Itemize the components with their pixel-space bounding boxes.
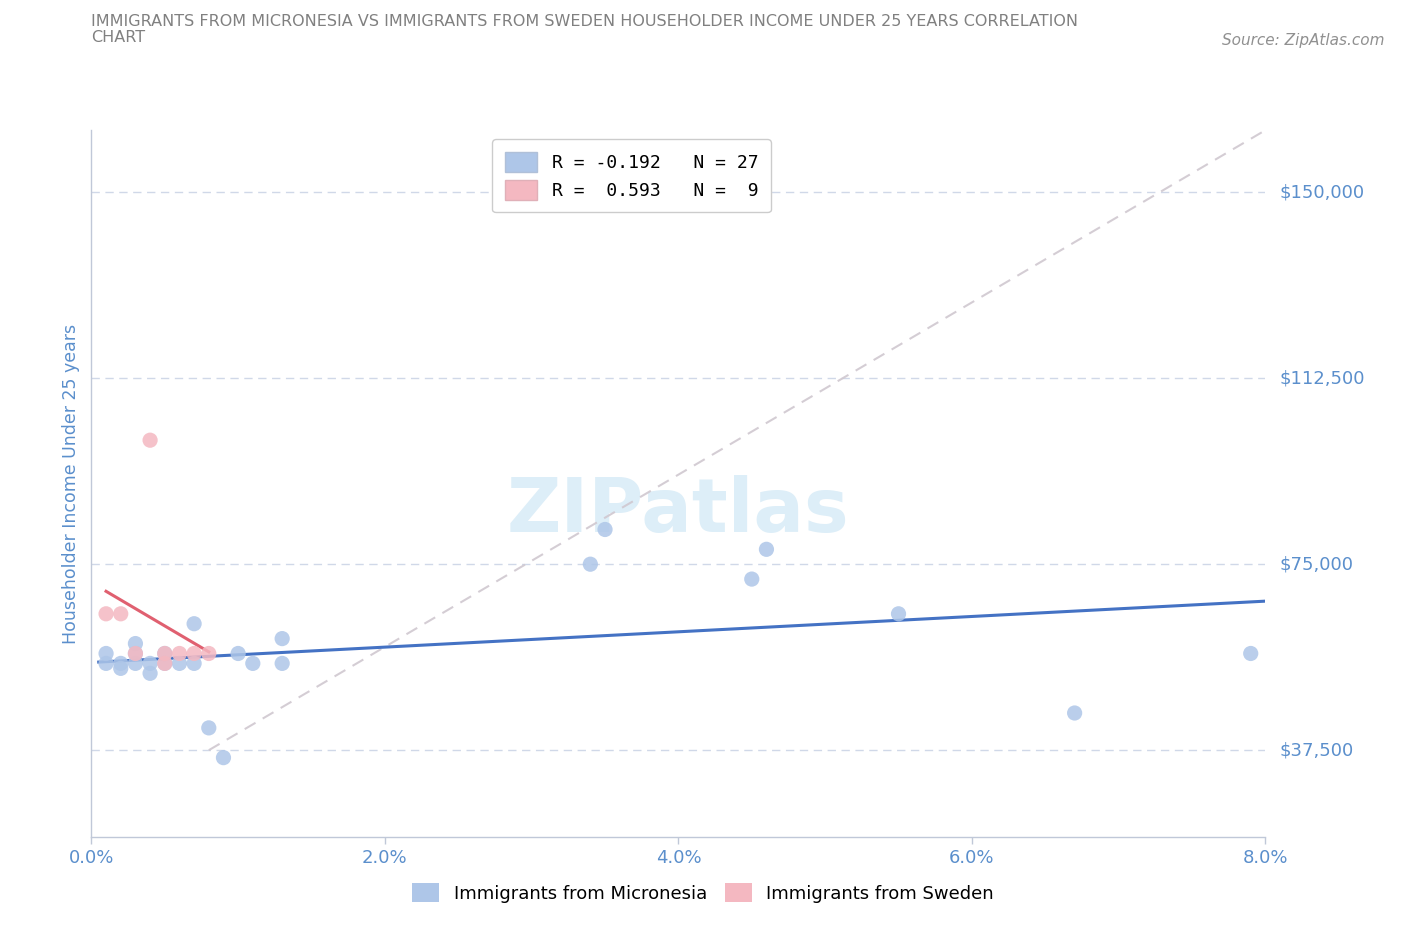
- Text: $37,500: $37,500: [1279, 741, 1354, 759]
- Point: [124, 656, 146, 671]
- Text: $150,000: $150,000: [1279, 183, 1365, 201]
- Point: [755, 542, 778, 557]
- Point: [271, 631, 294, 646]
- Point: [94, 606, 117, 621]
- Legend: R = -0.192   N = 27, R =  0.593   N =  9: R = -0.192 N = 27, R = 0.593 N = 9: [492, 140, 770, 212]
- Point: [153, 646, 176, 661]
- Point: [183, 617, 205, 631]
- Point: [153, 646, 176, 661]
- Point: [139, 432, 162, 447]
- Point: [139, 666, 162, 681]
- Point: [124, 646, 146, 661]
- Point: [197, 721, 219, 736]
- Legend: Immigrants from Micronesia, Immigrants from Sweden: Immigrants from Micronesia, Immigrants f…: [404, 874, 1002, 911]
- Point: [169, 656, 191, 671]
- Point: [153, 656, 176, 671]
- Text: $75,000: $75,000: [1279, 555, 1354, 573]
- Point: [124, 646, 146, 661]
- Text: $112,500: $112,500: [1279, 369, 1365, 387]
- Point: [169, 646, 191, 661]
- Y-axis label: Householder Income Under 25 years: Householder Income Under 25 years: [62, 324, 80, 644]
- Point: [139, 656, 162, 671]
- Text: ZIPatlas: ZIPatlas: [508, 475, 849, 549]
- Text: Source: ZipAtlas.com: Source: ZipAtlas.com: [1222, 33, 1385, 47]
- Text: IMMIGRANTS FROM MICRONESIA VS IMMIGRANTS FROM SWEDEN HOUSEHOLDER INCOME UNDER 25: IMMIGRANTS FROM MICRONESIA VS IMMIGRANTS…: [91, 14, 1078, 29]
- Point: [124, 636, 146, 651]
- Point: [212, 751, 235, 765]
- Point: [1240, 646, 1263, 661]
- Point: [153, 656, 176, 671]
- Point: [741, 572, 763, 587]
- Point: [94, 646, 117, 661]
- Point: [226, 646, 249, 661]
- Point: [887, 606, 910, 621]
- Point: [110, 661, 132, 676]
- Point: [242, 656, 264, 671]
- Point: [183, 656, 205, 671]
- Point: [110, 656, 132, 671]
- Point: [197, 646, 219, 661]
- Point: [94, 656, 117, 671]
- Point: [1063, 706, 1085, 721]
- Point: [593, 522, 616, 537]
- Point: [183, 646, 205, 661]
- Point: [271, 656, 294, 671]
- Point: [110, 606, 132, 621]
- Point: [579, 557, 602, 572]
- Text: CHART: CHART: [91, 30, 145, 45]
